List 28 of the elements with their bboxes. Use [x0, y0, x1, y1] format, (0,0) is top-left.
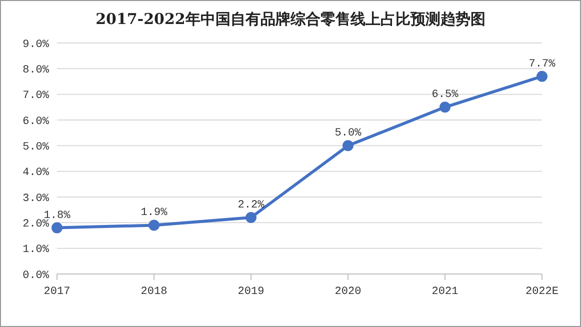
x-tick-label: 2018	[140, 286, 168, 298]
y-tick-label: 3.0%	[22, 192, 50, 205]
y-tick-label: 7.0%	[22, 90, 50, 102]
x-tick-label: 2017	[44, 286, 70, 298]
y-tick-label: 8.0%	[22, 64, 50, 77]
chart-title: 2017-2022年中国自有品牌综合零售线上占比预测趋势图	[94, 10, 486, 29]
data-label: 7.7%	[528, 58, 556, 70]
y-tick-label: 4.0%	[22, 167, 50, 180]
y-tick-label: 6.0%	[22, 116, 50, 128]
x-tick-label: 2019	[238, 286, 264, 298]
point	[536, 70, 548, 82]
y-tick-label: 0.0%	[22, 270, 50, 282]
x-tick-label: 2022E	[525, 286, 559, 298]
point	[440, 102, 450, 113]
point	[148, 220, 160, 231]
x-tick-label: 2021	[432, 286, 459, 298]
point	[342, 140, 354, 152]
y-tick-label: 5.0%	[22, 142, 50, 154]
data-label: 1.9%	[140, 207, 168, 220]
data-label: 5.0%	[334, 128, 362, 140]
y-tick-label: 2.0%	[22, 218, 50, 231]
data-label: 6.5%	[432, 89, 459, 102]
y-tick-label: 9.0%	[22, 38, 50, 51]
data-label: 2.2%	[238, 200, 265, 212]
point	[246, 212, 256, 224]
x-tick-label: 2020	[334, 286, 362, 298]
y-tick-label: 1.0%	[22, 244, 50, 256]
point	[52, 222, 62, 234]
